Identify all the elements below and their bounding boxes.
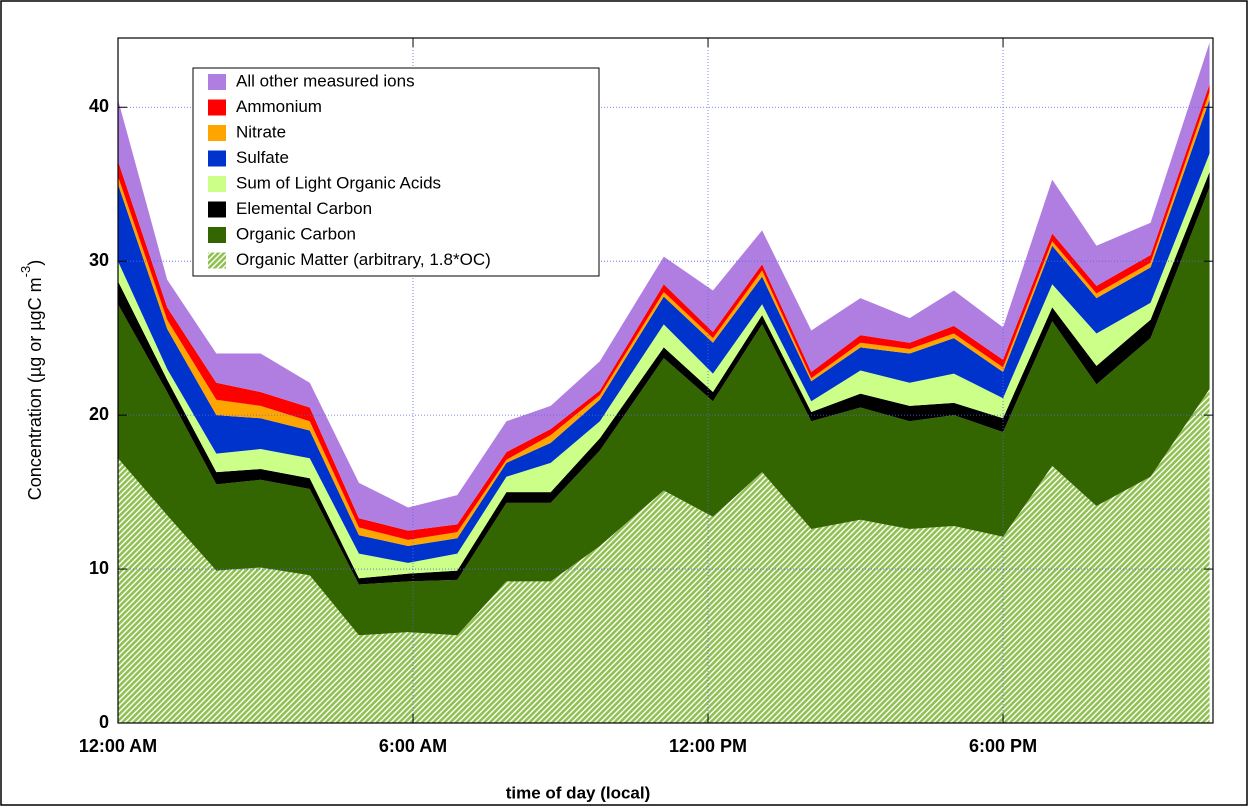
area (118, 388, 1210, 723)
y-tick-label: 10 (89, 558, 109, 578)
plot-area (118, 42, 1210, 723)
x-axis-label: time of day (local) (506, 783, 651, 802)
legend-label: Sum of Light Organic Acids (236, 173, 441, 192)
legend-label: Elemental Carbon (236, 199, 372, 218)
legend-label: All other measured ions (236, 71, 415, 90)
x-tick-label: 12:00 PM (669, 736, 747, 756)
y-axis-label-main: Concentration (µg or µgC m (25, 277, 45, 500)
legend-label: Sulfate (236, 148, 289, 167)
legend-swatch (208, 227, 226, 243)
y-axis-label-end: ) (25, 260, 45, 266)
y-axis-label: Concentration (µg or µgC m-3) (18, 260, 44, 500)
legend-label: Nitrate (236, 122, 286, 141)
legend-swatch (208, 176, 226, 192)
legend-swatch (208, 99, 226, 116)
y-tick-label: 20 (89, 404, 109, 424)
legend-label: Ammonium (236, 97, 322, 116)
area (118, 187, 1210, 636)
legend-swatch (208, 125, 226, 141)
y-axis-label-sup: -3 (18, 266, 33, 278)
legend-swatch (208, 150, 226, 167)
y-tick-label: 0 (99, 712, 109, 732)
x-tick-label: 6:00 PM (969, 736, 1037, 756)
y-tick-label: 30 (89, 250, 109, 270)
legend-label: Organic Matter (arbitrary, 1.8*OC) (236, 250, 491, 269)
y-tick-label: 40 (89, 96, 109, 116)
legend-label: Organic Carbon (236, 224, 356, 243)
legend-swatch (208, 201, 226, 218)
x-tick-label: 12:00 AM (79, 736, 157, 756)
legend-swatch (208, 74, 226, 90)
legend-swatch (208, 252, 226, 269)
legend-box (192, 67, 600, 277)
x-tick-label: 6:00 AM (379, 736, 447, 756)
plot-frame (117, 37, 1214, 724)
